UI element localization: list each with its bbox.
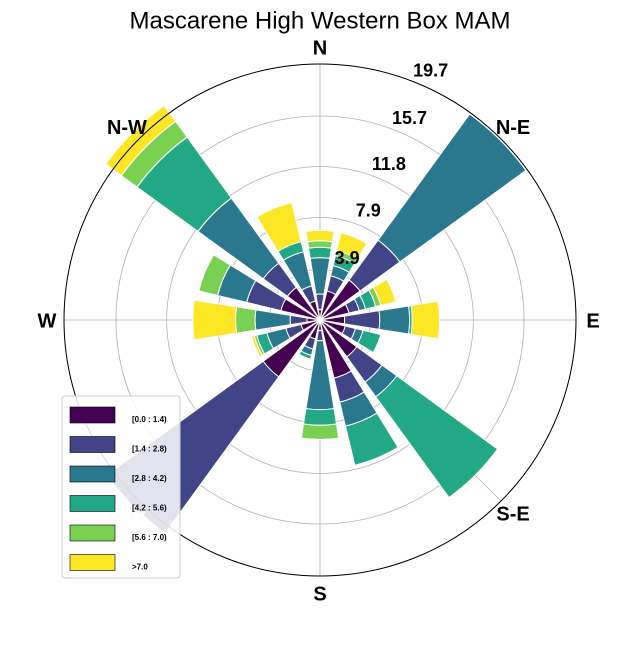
legend-swatch	[69, 436, 116, 453]
wind-segment	[298, 353, 311, 360]
chart-title: Mascarene High Western Box MAM	[129, 7, 510, 34]
wind-segment	[104, 104, 177, 177]
wind-segment	[316, 329, 324, 342]
wind-segment	[256, 201, 302, 252]
legend-swatch	[69, 524, 116, 542]
grid-circle	[115, 115, 525, 525]
r-tick-label: 11.8	[372, 154, 406, 174]
wind-segment	[307, 240, 333, 249]
wind-segment	[300, 423, 340, 440]
wind-segment	[410, 300, 440, 340]
grid-circle	[166, 166, 474, 474]
wind-segment	[372, 278, 397, 307]
wind-segment	[378, 305, 411, 335]
wind-segment	[336, 232, 368, 260]
wind-segment	[235, 306, 257, 334]
direction-label: E	[586, 310, 599, 332]
r-tick-label: 15.7	[392, 108, 427, 128]
wind-segment	[372, 334, 382, 353]
direction-label: S	[313, 583, 326, 605]
r-tick-label: 7.9	[356, 200, 381, 220]
legend-label: >7.0	[132, 563, 148, 572]
legend-label: [4.2 : 5.6)	[132, 504, 167, 513]
direction-label: W	[38, 310, 57, 332]
legend-label: [1.4 : 2.8)	[132, 445, 167, 454]
r-tick-label: 19.7	[413, 60, 448, 80]
legend-swatch	[69, 495, 116, 512]
wind-segment	[198, 254, 215, 291]
wind-segment	[301, 437, 339, 440]
legend-swatch	[69, 554, 116, 571]
direction-label: N	[313, 37, 327, 59]
direction-label: N-W	[107, 117, 147, 139]
legend-label: [5.6 : 7.0)	[132, 533, 167, 542]
wind-segment	[192, 299, 238, 341]
legend-label: [0.0 : 1.4)	[132, 415, 167, 424]
wind-segment	[305, 229, 335, 243]
direction-label: S-E	[496, 503, 529, 525]
r-tick-label: 3.9	[335, 248, 360, 268]
legend-swatch	[69, 406, 116, 424]
legend-swatch	[69, 465, 116, 483]
legend-label: [2.8 : 4.2)	[132, 474, 167, 483]
outer-circle	[63, 63, 577, 577]
wind-segment	[302, 407, 338, 426]
wind-segment	[308, 246, 332, 259]
direction-label: N-E	[496, 117, 530, 139]
wind-segment	[251, 335, 264, 358]
